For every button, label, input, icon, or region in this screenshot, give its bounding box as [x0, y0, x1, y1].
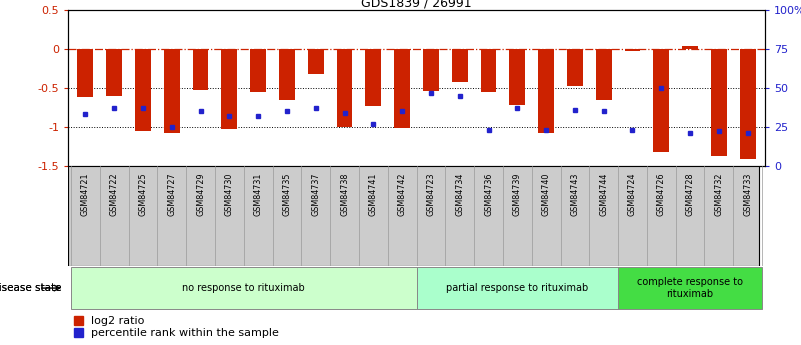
Text: GSM84736: GSM84736: [484, 172, 493, 216]
Text: GSM84731: GSM84731: [254, 172, 263, 216]
Bar: [509, 49, 525, 105]
FancyBboxPatch shape: [417, 267, 618, 309]
Text: partial response to rituximab: partial response to rituximab: [446, 283, 589, 293]
Bar: [596, 49, 612, 100]
Text: GSM84742: GSM84742: [397, 172, 407, 216]
Text: GSM84724: GSM84724: [628, 172, 637, 216]
Text: GSM84741: GSM84741: [368, 172, 378, 216]
Text: GSM84730: GSM84730: [225, 172, 234, 216]
Text: GSM84734: GSM84734: [455, 172, 465, 216]
Bar: [336, 49, 352, 127]
Bar: [711, 49, 727, 156]
Text: GSM84732: GSM84732: [714, 172, 723, 216]
Text: GSM84721: GSM84721: [81, 172, 90, 216]
Text: GSM84726: GSM84726: [657, 172, 666, 216]
Text: GSM84744: GSM84744: [599, 172, 608, 216]
Bar: [78, 49, 93, 97]
Bar: [567, 49, 583, 86]
Bar: [250, 49, 266, 92]
Legend: log2 ratio, percentile rank within the sample: log2 ratio, percentile rank within the s…: [74, 316, 280, 338]
Bar: [682, 46, 698, 49]
Bar: [452, 49, 468, 82]
FancyBboxPatch shape: [618, 267, 762, 309]
Bar: [625, 49, 641, 51]
Text: GSM84727: GSM84727: [167, 172, 176, 216]
Text: GSM84723: GSM84723: [426, 172, 436, 216]
Text: GSM84737: GSM84737: [312, 172, 320, 216]
Text: GSM84738: GSM84738: [340, 172, 349, 216]
Bar: [481, 49, 497, 92]
Text: disease state: disease state: [0, 283, 62, 293]
Text: GSM84739: GSM84739: [513, 172, 521, 216]
Title: GDS1839 / 26991: GDS1839 / 26991: [361, 0, 472, 9]
Bar: [740, 49, 755, 159]
Bar: [192, 49, 208, 90]
Text: GSM84729: GSM84729: [196, 172, 205, 216]
Text: GSM84743: GSM84743: [570, 172, 579, 216]
Bar: [135, 49, 151, 131]
Text: no response to rituximab: no response to rituximab: [183, 283, 305, 293]
Bar: [221, 49, 237, 129]
Bar: [107, 49, 122, 96]
Bar: [279, 49, 295, 100]
Text: GSM84728: GSM84728: [686, 172, 694, 216]
Text: GSM84733: GSM84733: [743, 172, 752, 216]
Text: GSM84725: GSM84725: [139, 172, 147, 216]
Text: GSM84722: GSM84722: [110, 172, 119, 216]
Bar: [654, 49, 669, 152]
Bar: [308, 49, 324, 74]
Bar: [538, 49, 554, 133]
Text: disease state: disease state: [0, 283, 62, 293]
Text: complete response to
rituximab: complete response to rituximab: [637, 277, 743, 299]
Bar: [164, 49, 179, 133]
Text: GSM84740: GSM84740: [541, 172, 550, 216]
Bar: [423, 49, 439, 91]
Bar: [394, 49, 410, 128]
Text: GSM84735: GSM84735: [283, 172, 292, 216]
FancyBboxPatch shape: [71, 267, 417, 309]
Bar: [365, 49, 381, 106]
